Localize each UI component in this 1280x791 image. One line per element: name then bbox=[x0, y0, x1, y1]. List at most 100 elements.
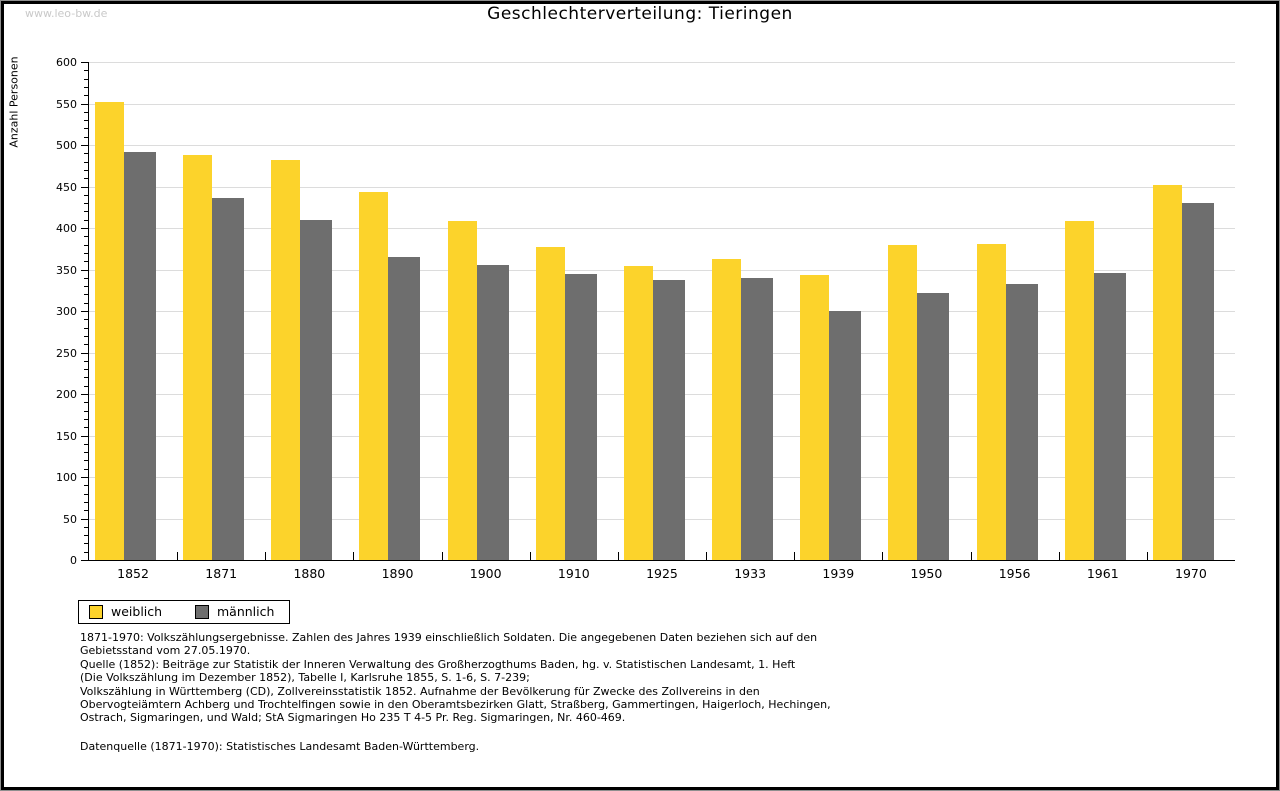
y-minor-tick bbox=[84, 120, 89, 122]
y-minor-tick bbox=[84, 161, 89, 163]
y-minor-tick bbox=[84, 551, 89, 553]
x-boundary-tick bbox=[1058, 552, 1060, 560]
y-minor-tick bbox=[84, 211, 89, 213]
bar-weiblich-1880 bbox=[271, 159, 301, 560]
bar-weiblich-1871 bbox=[183, 154, 213, 560]
y-minor-tick bbox=[84, 410, 89, 412]
bar-männlich-1880 bbox=[300, 219, 333, 560]
chart-title: Geschlechterverteilung: Tieringen bbox=[487, 4, 793, 24]
bar-männlich-1890 bbox=[388, 257, 421, 560]
footer-line: Gebietsstand vom 27.05.1970. bbox=[80, 644, 251, 658]
bar-männlich-1961 bbox=[1093, 272, 1126, 560]
bar-männlich-1933 bbox=[741, 277, 774, 560]
y-major-tick bbox=[81, 62, 89, 63]
y-tick-label: 250 bbox=[56, 346, 77, 360]
bar-männlich-1900 bbox=[476, 265, 509, 560]
y-minor-tick bbox=[84, 194, 89, 196]
y-minor-tick bbox=[84, 136, 89, 138]
x-tick-label: 1939 bbox=[822, 566, 855, 581]
y-tick-label: 300 bbox=[56, 305, 77, 318]
bar-männlich-1939 bbox=[829, 311, 862, 560]
bar-männlich-1956 bbox=[1005, 283, 1038, 560]
y-minor-tick bbox=[84, 427, 89, 429]
x-tick-label: 1970 bbox=[1175, 566, 1207, 581]
bar-weiblich-1933 bbox=[712, 258, 742, 560]
datasource-note: Datenquelle (1871-1970): Statistisches L… bbox=[80, 740, 480, 753]
y-tick-label: 100 bbox=[56, 471, 77, 484]
y-minor-tick bbox=[84, 78, 89, 80]
y-minor-tick bbox=[84, 402, 89, 404]
footer-line: (Die Volkszählung im Dezember 1852), Tab… bbox=[80, 671, 530, 685]
bar-weiblich-1961 bbox=[1064, 221, 1094, 560]
bar-weiblich-1970 bbox=[1152, 184, 1182, 560]
legend-label-weiblich: weiblich bbox=[111, 604, 163, 619]
y-minor-tick bbox=[84, 219, 89, 221]
y-major-tick bbox=[81, 186, 89, 188]
legend-label-maennlich: männlich bbox=[217, 604, 275, 619]
y-minor-tick bbox=[84, 128, 89, 130]
y-minor-tick bbox=[84, 203, 89, 205]
y-gridline bbox=[89, 228, 1235, 229]
y-tick-label: 0 bbox=[70, 554, 77, 567]
y-minor-tick bbox=[84, 294, 89, 296]
y-minor-tick bbox=[84, 460, 89, 462]
y-minor-tick bbox=[84, 501, 89, 503]
bar-weiblich-1900 bbox=[447, 221, 477, 560]
x-tick-label: 1950 bbox=[910, 566, 943, 581]
footer-line: Volkszählung in Württemberg (CD), Zollve… bbox=[80, 684, 760, 698]
y-major-tick bbox=[81, 311, 89, 312]
y-major-tick bbox=[81, 352, 89, 354]
y-minor-tick bbox=[84, 277, 89, 279]
x-boundary-tick bbox=[441, 552, 443, 560]
y-major-tick bbox=[81, 145, 89, 146]
bar-männlich-1910 bbox=[564, 273, 597, 560]
y-minor-tick bbox=[84, 468, 89, 470]
watermark: www.leo-bw.de bbox=[25, 7, 108, 20]
y-gridline bbox=[89, 269, 1235, 271]
y-minor-tick bbox=[84, 452, 89, 454]
y-tick-label: 550 bbox=[56, 97, 77, 111]
y-major-tick bbox=[81, 518, 89, 520]
y-minor-tick bbox=[84, 327, 89, 329]
x-tick-label: 1910 bbox=[557, 566, 590, 581]
footer-line: Obervogteiämtern Achberg und Trochtelfin… bbox=[80, 698, 831, 712]
y-minor-tick bbox=[84, 360, 89, 362]
legend-swatch-weiblich bbox=[89, 605, 103, 619]
x-boundary-tick bbox=[1146, 552, 1148, 560]
footer-line: Ostrach, Sigmaringen, und Wald; StA Sigm… bbox=[80, 711, 626, 725]
y-tick-label: 200 bbox=[56, 388, 77, 401]
y-minor-tick bbox=[84, 443, 89, 445]
x-tick-label: 1925 bbox=[646, 566, 678, 581]
legend: weiblich männlich bbox=[78, 600, 290, 624]
bar-männlich-1950 bbox=[917, 292, 950, 560]
y-minor-tick bbox=[84, 70, 89, 72]
x-boundary-tick bbox=[706, 552, 708, 560]
y-minor-tick bbox=[84, 510, 89, 512]
y-major-tick bbox=[81, 560, 89, 561]
footer-line: 1871-1970: Volkszählungsergebnisse. Zahl… bbox=[80, 631, 818, 644]
x-tick-label: 1933 bbox=[734, 566, 767, 581]
x-tick-label: 1852 bbox=[117, 566, 149, 581]
y-minor-tick bbox=[84, 377, 89, 379]
legend-swatch-maennlich bbox=[195, 605, 209, 619]
y-gridline bbox=[89, 186, 1235, 188]
bar-weiblich-1890 bbox=[359, 192, 389, 560]
y-minor-tick bbox=[84, 543, 89, 545]
y-minor-tick bbox=[84, 535, 89, 537]
y-minor-tick bbox=[84, 418, 89, 420]
y-minor-tick bbox=[84, 86, 89, 88]
y-minor-tick bbox=[84, 335, 89, 337]
x-tick-label: 1900 bbox=[469, 566, 502, 581]
bar-männlich-1925 bbox=[652, 280, 685, 560]
y-minor-tick bbox=[84, 526, 89, 528]
x-tick-label: 1880 bbox=[293, 566, 326, 581]
y-major-tick bbox=[81, 394, 89, 395]
plot-area: 0 50 100 150 200 250 300 350 400 450 500 550 600 1852… bbox=[56, 56, 1235, 581]
y-minor-tick bbox=[84, 302, 89, 304]
bar-weiblich-1852 bbox=[95, 101, 124, 560]
x-boundary-tick bbox=[177, 552, 179, 560]
y-minor-tick bbox=[84, 169, 89, 171]
x-boundary-tick bbox=[617, 552, 619, 560]
bar-weiblich-1925 bbox=[623, 266, 653, 560]
bar-weiblich-1956 bbox=[976, 243, 1006, 560]
